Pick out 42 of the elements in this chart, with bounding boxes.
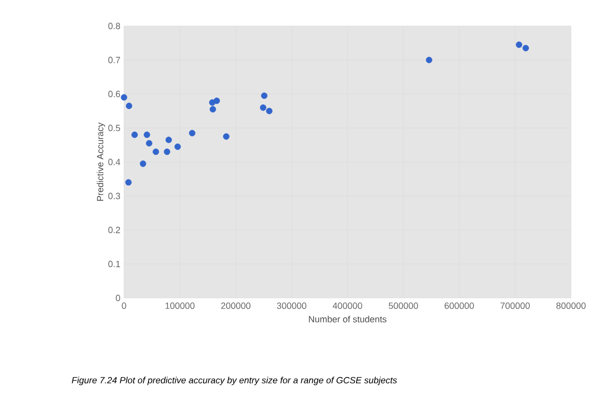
x-tick-label: 700000 [500,302,530,309]
y-tick-label: 0.3 [108,192,120,200]
x-tick-label: 500000 [388,302,418,309]
point [140,160,146,167]
x-axis-title: Number of students [308,316,386,322]
point [125,179,132,186]
point [522,44,529,52]
y-axis-title: Predictive Accuracy [96,122,106,201]
y-tick-label: 0.5 [108,124,120,132]
y-tick-label: 0.6 [108,90,120,98]
y-tick-label: 0.2 [108,226,120,234]
point [426,56,432,64]
x-tick-label: 800000 [556,302,586,309]
x-tick-label: 100000 [166,302,195,309]
y-tick-label: 0.7 [108,56,120,64]
point [261,92,268,99]
point [120,94,128,101]
y-tick-label: 0 [116,294,120,302]
point [516,41,522,48]
y-tick-label: 0.4 [108,158,120,166]
point [188,130,196,136]
x-tick-label: 300000 [276,302,306,309]
y-tick-label: 0.8 [108,22,120,30]
point [223,133,230,140]
point [166,136,172,144]
point [146,140,152,146]
point [126,102,132,110]
x-tick-label: 400000 [332,302,362,309]
x-tick-label: 200000 [221,302,250,309]
point [131,132,138,138]
point [266,108,272,114]
caption: Figure 7.24 Plot of predictive accuracy by entry size for a range of GCSE subjects [72,376,397,386]
point [144,132,150,138]
point [214,98,220,104]
point [210,106,216,112]
point [152,148,160,155]
y-tick-label: 0.1 [108,260,120,268]
point [174,143,181,150]
x-tick-label: 600000 [444,302,474,309]
point [260,104,266,111]
point [164,148,170,155]
x-tick-label: 0 [122,302,126,309]
